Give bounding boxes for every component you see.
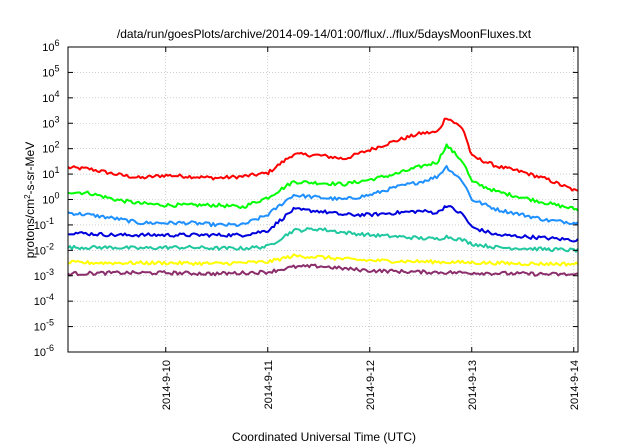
axes: 10-610-510-410-310-210-11001011021031041… bbox=[34, 38, 581, 410]
y-tick-base: 10 bbox=[42, 67, 54, 79]
x-tick-label: 2014-9-11 bbox=[263, 360, 275, 409]
x-tick-label: 2014-9-14 bbox=[569, 360, 581, 410]
x-axis-label: Coordinated Universal Time (UTC) bbox=[232, 430, 416, 444]
y-tick-exponent: 4 bbox=[54, 89, 59, 99]
y-axis-label-sup: 2 bbox=[23, 194, 32, 199]
y-tick-label: 10-6 bbox=[34, 343, 54, 359]
series-line-3 bbox=[67, 165, 579, 228]
series-line-4 bbox=[67, 205, 579, 243]
series-line-6 bbox=[67, 253, 579, 267]
y-tick-base: 10 bbox=[42, 169, 54, 181]
y-tick-base: 10 bbox=[42, 144, 54, 156]
y-tick-exponent: 6 bbox=[54, 38, 59, 48]
series-line-5 bbox=[67, 227, 579, 253]
y-tick-base: 10 bbox=[42, 42, 54, 54]
y-tick-exponent: -2 bbox=[46, 241, 54, 251]
y-tick-label: 105 bbox=[42, 63, 59, 79]
x-tick-label: 2014-9-12 bbox=[365, 360, 377, 410]
y-tick-label: 10-3 bbox=[34, 267, 54, 283]
y-tick-label: 100 bbox=[42, 191, 59, 207]
y-tick-exponent: 3 bbox=[54, 114, 59, 124]
y-tick-exponent: -5 bbox=[46, 318, 54, 328]
y-tick-label: 10-2 bbox=[34, 241, 54, 257]
y-tick-label: 101 bbox=[42, 165, 59, 181]
y-tick-exponent: 2 bbox=[54, 140, 59, 150]
y-tick-base: 10 bbox=[42, 195, 54, 207]
y-axis-label-prefix: protons/cm bbox=[23, 199, 37, 258]
y-tick-base: 10 bbox=[34, 347, 46, 359]
y-tick-base: 10 bbox=[34, 322, 46, 334]
y-tick-exponent: -3 bbox=[46, 267, 54, 277]
y-tick-exponent: -1 bbox=[46, 216, 54, 226]
y-tick-exponent: -6 bbox=[46, 343, 54, 353]
y-tick-label: 103 bbox=[42, 114, 59, 130]
y-tick-label: 10-5 bbox=[34, 318, 54, 334]
y-tick-exponent: -4 bbox=[46, 292, 54, 302]
grid bbox=[68, 46, 578, 353]
y-tick-base: 10 bbox=[34, 220, 46, 232]
y-tick-base: 10 bbox=[34, 296, 46, 308]
y-tick-label: 106 bbox=[42, 38, 59, 54]
y-axis-label-suffix: -s-sr-MeV bbox=[23, 142, 37, 195]
series-line-7 bbox=[67, 263, 579, 277]
y-tick-base: 10 bbox=[34, 245, 46, 257]
y-tick-label: 102 bbox=[42, 140, 59, 156]
series-layer bbox=[67, 117, 579, 277]
series-line-1 bbox=[67, 117, 579, 192]
y-tick-base: 10 bbox=[34, 271, 46, 283]
x-tick-label: 2014-9-10 bbox=[161, 360, 173, 410]
y-tick-base: 10 bbox=[42, 93, 54, 105]
y-tick-exponent: 5 bbox=[54, 63, 59, 73]
series-line-2 bbox=[67, 143, 579, 212]
y-tick-label: 104 bbox=[42, 89, 59, 105]
y-tick-exponent: 0 bbox=[54, 191, 59, 201]
y-axis-label: protons/cm2-s-sr-MeV bbox=[23, 142, 38, 258]
y-tick-label: 10-4 bbox=[34, 292, 54, 308]
x-tick-label: 2014-9-13 bbox=[467, 360, 479, 410]
y-tick-base: 10 bbox=[42, 118, 54, 130]
chart-title: /data/run/goesPlots/archive/2014-09-14/0… bbox=[117, 27, 532, 41]
y-tick-label: 10-1 bbox=[34, 216, 54, 232]
y-tick-exponent: 1 bbox=[54, 165, 59, 175]
